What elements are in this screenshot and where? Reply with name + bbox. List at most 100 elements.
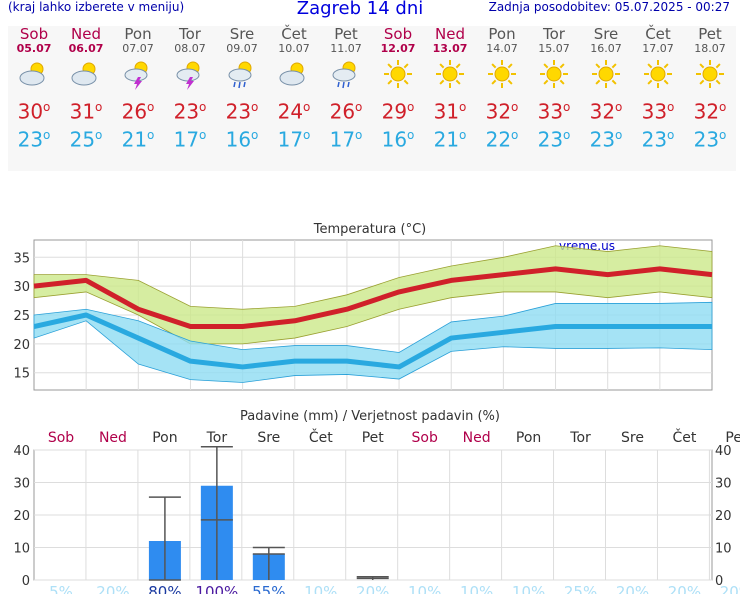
y-tick-label-right: 10	[715, 542, 732, 557]
min-temperature: 21o	[433, 127, 467, 152]
day-column: Pet 18.07 32o 23o	[684, 25, 736, 152]
day-column: Ned 13.07 31o 21o	[424, 26, 476, 152]
probability-label: 10%	[460, 583, 493, 594]
x-tick-label: Sob	[48, 430, 74, 446]
x-tick-label: Pon	[516, 430, 541, 446]
x-tick-label: Tor	[569, 430, 591, 446]
day-column: Tor 15.07 33o 23o	[528, 25, 580, 152]
day-column: Čet 17.07 33o 23o	[632, 26, 684, 152]
x-tick-label: Pon	[152, 430, 177, 446]
sun-icon	[528, 55, 580, 93]
max-temperature: 23o	[173, 99, 207, 124]
cloudy-sun-icon	[268, 55, 320, 93]
y-tick-label: 30	[13, 280, 30, 295]
x-tick-label: Ned	[463, 430, 491, 446]
min-temperature: 23o	[641, 127, 675, 152]
probability-label: 100%	[195, 583, 238, 594]
daily-forecast-strip: Sob 05.07 30o 23o Ned 06.07 31o 25o Pon 07.07 26o 2…	[8, 26, 736, 171]
day-date: 14.07	[486, 42, 518, 55]
day-name: Ned	[71, 25, 101, 43]
min-temperature: 25o	[69, 127, 103, 152]
max-temperature: 32o	[485, 99, 519, 124]
temperature-chart-title: Temperatura (°C)	[313, 222, 426, 237]
max-temperature: 30o	[17, 99, 51, 124]
header-bar: (kraj lahko izberete v meniju) Zagreb 14…	[0, 0, 740, 22]
storm-sun-icon	[164, 55, 216, 93]
series-line	[33, 266, 713, 330]
max-temperature: 33o	[537, 99, 571, 124]
day-date: 11.07	[330, 42, 362, 55]
min-temperature: 23o	[589, 127, 623, 152]
min-temperature: 17o	[173, 127, 207, 152]
day-date: 08.07	[174, 42, 206, 55]
day-name: Pon	[124, 25, 152, 43]
max-temperature: 23o	[225, 99, 259, 124]
day-column: Tor 08.07 23o 17o	[164, 26, 216, 152]
probability-label: 20%	[720, 583, 740, 594]
last-updated: Zadnja posodobitev: 05.07.2025 - 00:27	[488, 0, 730, 14]
probability-label: 10%	[304, 583, 337, 594]
x-tick-label: Sob	[412, 430, 438, 446]
cloudy-sun-icon	[8, 55, 60, 93]
max-temperature: 32o	[693, 99, 727, 124]
day-name: Pet	[698, 25, 722, 43]
probability-label: 20%	[616, 583, 649, 594]
day-name: Sob	[383, 25, 413, 43]
day-date: 13.07	[432, 42, 468, 55]
x-tick-label: Pet	[362, 430, 385, 446]
day-date: 18.07	[694, 42, 726, 55]
precipitation-chart: Padavine (mm) / Verjetnost padavin (%) So…	[13, 409, 740, 594]
min-temperature: 17o	[329, 127, 363, 152]
day-column: Sob 05.07 30o 23o	[8, 26, 60, 152]
x-tick-label: Čet	[673, 428, 697, 446]
series-line	[33, 312, 712, 370]
y-tick-label-right: 30	[715, 477, 732, 492]
day-date: 17.07	[642, 42, 674, 55]
y-tick-label: 30	[13, 477, 30, 492]
min-temperature: 16o	[381, 127, 415, 152]
max-temperature: 29o	[381, 99, 415, 124]
day-name: Tor	[543, 25, 565, 43]
probability-label: 5%	[49, 583, 73, 594]
day-column: Pon 07.07 26o 21o	[112, 25, 164, 152]
day-name: Pon	[488, 25, 516, 43]
day-column: Sre 09.07 23o 16o	[216, 25, 268, 152]
min-temperature: 23o	[17, 127, 51, 152]
sun-icon	[580, 55, 632, 93]
day-date: 10.07	[278, 42, 310, 55]
max-temperature: 32o	[589, 99, 623, 124]
location-note[interactable]: (kraj lahko izberete v meniju)	[8, 0, 185, 14]
sun-icon	[476, 55, 528, 93]
day-name: Pet	[334, 25, 358, 43]
x-tick-label: Sre	[621, 430, 644, 446]
max-temperature: 24o	[277, 99, 311, 124]
min-temperature: 16o	[225, 127, 259, 152]
day-name: Sre	[593, 25, 619, 43]
y-tick-label-right: 20	[715, 509, 732, 524]
day-column: Pet 11.07 26o 17o	[320, 25, 372, 152]
y-tick-label: 20	[13, 338, 30, 353]
day-date: 05.07	[16, 42, 52, 55]
sun-icon	[424, 55, 476, 93]
max-temperature: 33o	[641, 99, 675, 124]
probability-label: 80%	[148, 583, 181, 594]
probability-label: 25%	[564, 583, 597, 594]
x-tick-label: Pet	[725, 430, 740, 446]
probability-label: 10%	[408, 583, 441, 594]
rain-sun-icon	[320, 55, 372, 93]
max-temperature: 26o	[329, 99, 363, 124]
probability-label: 20%	[356, 583, 389, 594]
day-column: Sob 12.07 29o 16o	[372, 25, 424, 152]
day-name: Sre	[229, 25, 255, 43]
y-tick-label: 10	[13, 542, 30, 557]
max-temperature: 31o	[69, 99, 103, 124]
x-tick-label: Tor	[206, 430, 228, 446]
day-date: 06.07	[68, 42, 104, 55]
day-column: Pon 14.07 32o 22o	[476, 25, 528, 152]
x-tick-label: Sre	[257, 430, 280, 446]
sun-icon	[372, 55, 424, 93]
precipitation-chart-title: Padavine (mm) / Verjetnost padavin (%)	[240, 409, 500, 424]
min-temperature: 22o	[485, 127, 519, 152]
min-temperature: 17o	[277, 127, 311, 152]
